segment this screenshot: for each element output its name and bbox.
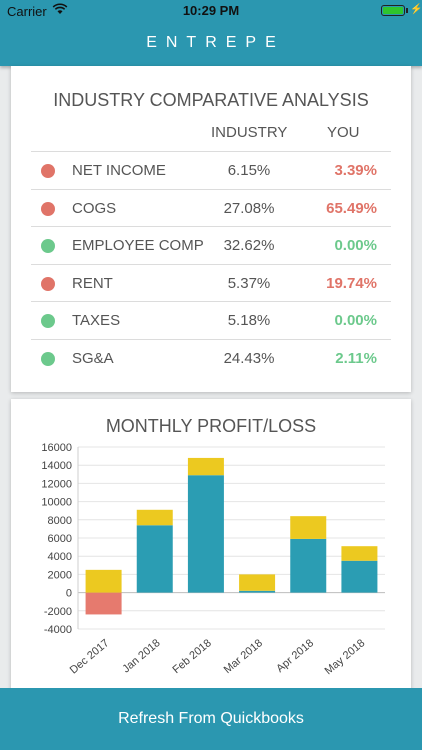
y-tick-label: 2000: [48, 569, 72, 581]
row-metric-name: COGS: [72, 199, 117, 217]
row-metric-name: TAXES: [72, 312, 121, 330]
chart-title: MONTHLY PROFIT/LOSS: [105, 416, 317, 436]
row-industry-value: 6.15%: [227, 162, 271, 179]
y-tick-label: -2000: [44, 606, 72, 618]
battery-icon: [381, 5, 405, 16]
row-you-value: 2.11%: [335, 350, 377, 367]
y-tick-label: 14000: [41, 460, 72, 472]
y-tick-label: 10000: [41, 497, 72, 509]
bar-segment: [239, 590, 276, 593]
bar-segment: [187, 475, 224, 593]
row-metric-name: EMPLOYEE COMP: [72, 237, 204, 255]
row-you-value: 0.00%: [334, 237, 377, 255]
status-dot: [41, 201, 55, 216]
row-you-value: 65.49%: [326, 199, 377, 217]
row-industry-value: 27.08%: [223, 199, 275, 217]
comparison-card: INDUSTRY COMPARATIVE ANALYSIS INDUSTRY Y…: [11, 66, 411, 392]
profit-loss-chart: -4000 -2000 0 2000 4000 6000 8000 10000 12000 140…: [41, 442, 385, 677]
comparison-row: NET INCOME 6.15% 3.39%: [31, 151, 391, 189]
bar-segment: [341, 560, 378, 593]
row-industry-value: 32.62%: [223, 237, 275, 255]
wifi-icon: [52, 3, 68, 18]
status-bar: Carrier 10:29 PM ⚡: [0, 0, 422, 22]
status-dot: [41, 314, 55, 329]
row-you-value: 19.74%: [326, 274, 377, 292]
x-tick-label: May 2018: [323, 637, 368, 677]
comparison-row: SG&A 24.43% 2.11%: [31, 339, 391, 377]
y-tick-label: 6000: [48, 533, 72, 545]
comparison-row: EMPLOYEE COMP 32.62% 0.00%: [31, 226, 391, 264]
bar-segment: [85, 569, 122, 593]
y-tick-label: 0: [66, 588, 72, 600]
clock: 10:29 PM: [182, 3, 240, 18]
bar-segment: [290, 538, 327, 593]
battery-cap: [406, 8, 408, 13]
comparison-row: RENT 5.37% 19.74%: [31, 263, 391, 302]
x-tick-label: Jan 2018: [120, 637, 162, 675]
bar-segment: [136, 509, 173, 526]
bar-segment: [85, 592, 122, 615]
y-tick-label: 12000: [41, 478, 72, 490]
x-tick-label: Apr 2018: [274, 637, 316, 675]
comparison-row: TAXES 5.18% 0.00%: [31, 301, 391, 339]
row-metric-name: RENT: [72, 274, 113, 292]
y-tick-label: 4000: [48, 551, 72, 563]
row-metric-name: NET INCOME: [72, 162, 166, 179]
y-tick-label: 16000: [41, 442, 72, 454]
bar-segment: [136, 525, 173, 593]
y-tick-label: -4000: [44, 624, 72, 636]
status-dot: [41, 276, 55, 291]
x-tick-label: Feb 2018: [171, 637, 214, 676]
row-you-value: 3.39%: [334, 162, 377, 179]
y-tick-label: 8000: [48, 515, 72, 527]
row-industry-value: 5.18%: [227, 312, 271, 330]
bar-segment: [239, 574, 276, 591]
row-industry-value: 24.43%: [223, 350, 275, 367]
x-tick-label: Mar 2018: [222, 637, 265, 676]
profit-loss-card: MONTHLY PROFIT/LOSS -4000 -2000 0 2000 4000 6…: [11, 399, 411, 699]
x-tick-label: Dec 2017: [68, 637, 112, 676]
bar-segment: [341, 546, 378, 561]
app-title: ENTREPE: [146, 34, 285, 51]
status-dot: [41, 239, 55, 254]
bar-segment: [290, 516, 327, 539]
status-dot: [41, 352, 55, 366]
bar-segment: [187, 457, 224, 476]
carrier-label: Carrier: [7, 4, 47, 19]
charging-icon: ⚡: [410, 4, 422, 15]
status-dot: [41, 164, 55, 178]
column-header-industry: INDUSTRY: [211, 124, 288, 141]
comparison-title: INDUSTRY COMPARATIVE ANALYSIS: [53, 90, 369, 110]
row-metric-name: SG&A: [72, 350, 114, 367]
comparison-row: COGS 27.08% 65.49%: [31, 188, 391, 227]
app-header: Carrier 10:29 PM ⚡ ENTREPE: [0, 0, 422, 66]
row-you-value: 0.00%: [334, 312, 377, 330]
column-header-you: YOU: [327, 124, 360, 141]
refresh-button[interactable]: Refresh From Quickbooks: [0, 688, 422, 750]
row-industry-value: 5.37%: [227, 274, 271, 292]
